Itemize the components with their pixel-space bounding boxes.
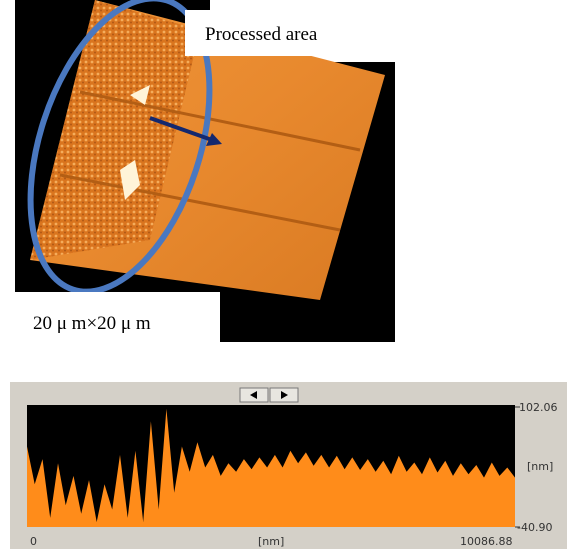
processed-label: Processed area: [205, 24, 318, 45]
figure: Processed area 20 μ m×20 μ m 102.06 [nm]…: [0, 0, 567, 549]
x-start-label: 0: [30, 535, 37, 548]
y-bottom-label: -40.90: [517, 521, 552, 534]
x-unit: [nm]: [258, 535, 284, 548]
y-top-label: 102.06: [519, 401, 558, 414]
x-end-label: 10086.88: [460, 535, 513, 548]
y-unit: [nm]: [527, 460, 553, 473]
scan-size: 20 μ m×20 μ m: [33, 313, 151, 334]
